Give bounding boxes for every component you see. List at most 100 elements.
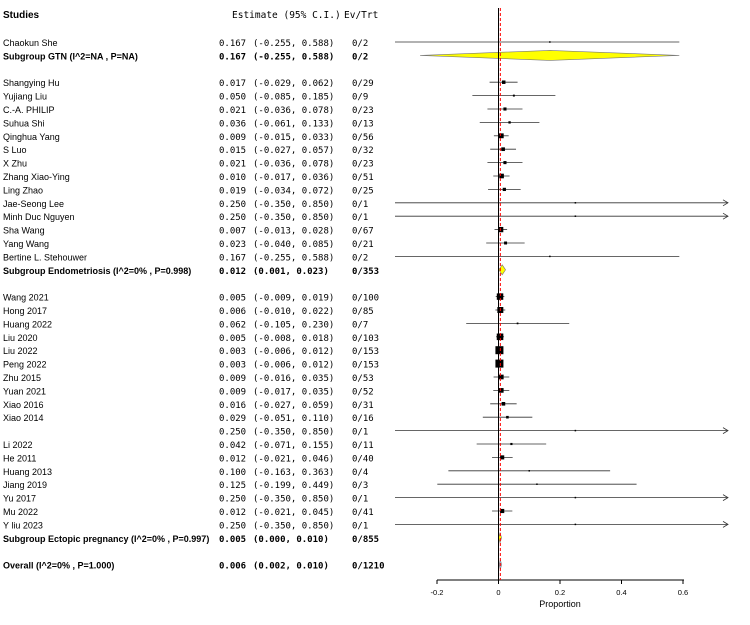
study-name: S Luo: [3, 145, 27, 155]
study-events: 0/52: [352, 387, 374, 397]
study-ci: (-0.017, 0.035): [253, 387, 334, 397]
x-tick-label: -0.2: [431, 588, 444, 597]
study-name: Liu 2020: [3, 333, 38, 343]
study-events: 0/11: [352, 441, 374, 451]
study-estimate: 0.023: [219, 240, 246, 250]
study-name: Ling Zhao: [3, 185, 43, 195]
study-estimate: 0.009: [219, 387, 246, 397]
study-weight-square: [536, 483, 538, 485]
study-name: Zhang Xiao-Ying: [3, 172, 70, 182]
study-name: Shangying Hu: [3, 78, 60, 88]
study-name: Hong 2017: [3, 306, 47, 316]
study-estimate: 0.250: [219, 213, 246, 223]
study-estimate: 0.029: [219, 414, 246, 424]
overall-estimate: 0.006: [219, 562, 246, 572]
study-weight-square: [503, 107, 507, 111]
study-ci: (-0.350, 0.850): [253, 200, 334, 210]
study-ci: (-0.027, 0.059): [253, 401, 334, 411]
study-name: Xiao 2016: [3, 400, 44, 410]
study-weight-square: [495, 359, 504, 368]
study-events: 0/9: [352, 93, 368, 103]
study-ci: (-0.021, 0.046): [253, 454, 334, 464]
study-estimate: 0.005: [219, 334, 246, 344]
study-events: 0/67: [352, 227, 374, 237]
subgroup-name: Subgroup Ectopic pregnancy (I^2=0% , P=0…: [3, 534, 209, 544]
study-events: 0/13: [352, 119, 374, 129]
study-name: Chaokun She: [3, 38, 58, 48]
study-ci: (-0.350, 0.850): [253, 495, 334, 505]
study-estimate: 0.250: [219, 521, 246, 531]
study-name: He 2011: [3, 453, 36, 463]
subgroup-ci: (-0.255, 0.588): [253, 52, 334, 62]
subgroup-events: 0/353: [352, 267, 379, 277]
study-weight-square: [501, 401, 506, 406]
study-name: Yu 2017: [3, 494, 36, 504]
study-events: 0/32: [352, 146, 374, 156]
ci-arrow: [722, 199, 729, 207]
study-ci: (-0.085, 0.185): [253, 93, 334, 103]
study-name: Mu 2022: [3, 507, 38, 517]
study-events: 0/3: [352, 481, 368, 491]
study-events: 0/21: [352, 240, 374, 250]
study-events: 0/53: [352, 374, 374, 384]
study-ci: (-0.015, 0.033): [253, 133, 334, 143]
study-ci: (-0.013, 0.028): [253, 227, 334, 237]
study-weight-square: [500, 508, 505, 514]
study-events: 0/153: [352, 347, 379, 357]
study-ci: (-0.350, 0.850): [253, 428, 334, 438]
x-axis: -0.2 0 0.2 0.4 0.6: [431, 8, 688, 597]
subgroup-name: Subgroup Endometriosis (I^2=0% , P=0.998…: [3, 266, 191, 276]
overall-events: 0/1210: [352, 562, 385, 572]
subgroup-estimate: 0.012: [219, 267, 246, 277]
study-weight-square: [495, 346, 504, 355]
study-weight-square: [574, 429, 577, 432]
study-events: 0/1: [352, 521, 368, 531]
subgroup-ci: (0.000, 0.010): [253, 535, 329, 545]
study-estimate: 0.007: [219, 227, 246, 237]
study-events: 0/4: [352, 468, 368, 478]
study-name: Zhu 2015: [3, 373, 41, 383]
study-estimate: 0.062: [219, 320, 246, 330]
study-ci: (-0.006, 0.012): [253, 361, 334, 371]
study-estimate: 0.100: [219, 468, 246, 478]
study-events: 0/2: [352, 39, 368, 49]
study-ci: (-0.163, 0.363): [253, 468, 334, 478]
study-ci: (-0.010, 0.022): [253, 307, 334, 317]
study-ci: (-0.350, 0.850): [253, 213, 334, 223]
study-ci: (-0.034, 0.072): [253, 186, 334, 196]
study-ci: (-0.021, 0.045): [253, 508, 334, 518]
study-name: Bertine L. Stehouwer: [3, 252, 87, 262]
study-estimate: 0.009: [219, 133, 246, 143]
study-estimate: 0.042: [219, 441, 246, 451]
plot-marks: [395, 41, 729, 570]
x-tick-label: 0.2: [555, 588, 565, 597]
study-estimate: 0.167: [219, 253, 246, 263]
study-ci: (-0.036, 0.078): [253, 106, 334, 116]
study-weight-square: [498, 374, 504, 380]
study-name: X Zhu: [3, 159, 27, 169]
study-ci: (-0.255, 0.588): [253, 253, 334, 263]
study-ci: (-0.006, 0.012): [253, 347, 334, 357]
study-weight-square: [498, 133, 504, 139]
overall-name: Overall (I^2=0% , P=1.000): [3, 561, 114, 571]
study-weight-square: [503, 161, 507, 165]
study-ci: (-0.061, 0.133): [253, 119, 334, 129]
study-estimate: 0.250: [219, 495, 246, 505]
subgroup-diamond: [420, 50, 680, 61]
study-name: Y liu 2023: [3, 520, 43, 530]
subgroup-events: 0/855: [352, 535, 379, 545]
study-events: 0/56: [352, 133, 374, 143]
study-ci: (-0.016, 0.035): [253, 374, 334, 384]
x-tick-label: 0.4: [616, 588, 626, 597]
study-estimate: 0.010: [219, 173, 246, 183]
study-events: 0/29: [352, 79, 374, 89]
study-weight-square: [508, 121, 511, 124]
study-name: Liu 2022: [3, 346, 38, 356]
study-weight-square: [574, 496, 577, 499]
study-name: Yujiang Liu: [3, 92, 47, 102]
study-name: Qinghua Yang: [3, 132, 60, 142]
study-events: 0/25: [352, 186, 374, 196]
study-estimate: 0.003: [219, 361, 246, 371]
study-estimate: 0.250: [219, 428, 246, 438]
